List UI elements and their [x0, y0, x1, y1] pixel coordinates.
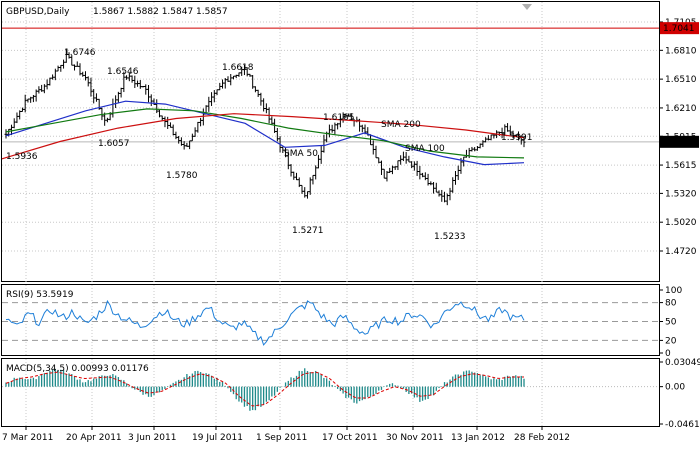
price-annotation: 1.6746 [64, 48, 96, 58]
price-annotation: 1.6057 [98, 139, 130, 149]
sma-line[interactable] [5, 100, 525, 166]
time-axis-label: 17 Oct 2011 [322, 433, 378, 443]
rsi-axis-label: 80 [665, 299, 677, 309]
price-annotation: 1.5991 [501, 133, 533, 143]
price-axis-label: 1.6810 [665, 46, 697, 56]
main-panel-frame [1, 1, 660, 282]
price-annotation: 1.6618 [222, 63, 254, 73]
sma-line[interactable] [5, 108, 525, 159]
ohlc-readout: 1.5867 1.5882 1.5847 1.5857 [93, 7, 228, 17]
sma-line[interactable] [1, 113, 525, 160]
macd-axis-label: 0.00 [665, 383, 685, 393]
price-axis-label: 1.5615 [665, 161, 697, 171]
price-annotation: 1.5936 [6, 152, 38, 162]
rsi-axis-label: 0 [665, 349, 671, 359]
price-axis-label: 1.4720 [665, 247, 697, 257]
resistance-price-label: 1.7041 [663, 24, 695, 34]
rsi-line[interactable] [5, 299, 525, 346]
macd-axis-label: -0.04618 [665, 420, 700, 430]
time-axis-label: 13 Jan 2012 [451, 433, 505, 443]
time-axis-label: 20 Apr 2011 [66, 433, 122, 443]
price-annotation: 1.5780 [166, 171, 198, 181]
price-annotation: 1.5271 [292, 226, 324, 236]
price-annotation: 1.6546 [107, 67, 139, 77]
rsi-label: RSI(9) 53.5919 [6, 290, 74, 300]
time-axis-label: 3 Jun 2011 [128, 433, 176, 443]
symbol-timeframe: GBPUSD,Daily [6, 7, 70, 17]
macd-signal-line[interactable] [5, 371, 524, 407]
price-annotation: 1.6165 [323, 113, 355, 123]
time-axis-label: 7 Mar 2011 [2, 433, 53, 443]
sma-label: SMA 100 [405, 144, 445, 154]
sma-label: SMA 200 [381, 120, 421, 130]
current-price-badge [660, 135, 699, 148]
shift-marker-icon[interactable] [522, 4, 532, 10]
price-annotation: 1.5233 [434, 232, 466, 242]
price-axis-label: 1.5020 [665, 218, 697, 228]
time-axis-label: 19 Jul 2011 [192, 433, 243, 443]
rsi-axis-label: 50 [665, 318, 677, 328]
resistance-price-badge [660, 22, 699, 35]
rsi-axis-label: 20 [665, 336, 677, 346]
time-axis-label: 1 Sep 2011 [256, 433, 307, 443]
rsi-axis-label: 100 [665, 286, 682, 296]
price-axis-label: 1.6510 [665, 75, 697, 85]
macd-label: MACD(5,34,5) 0.00993 0.01176 [6, 364, 149, 374]
price-axis-label: 1.6210 [665, 104, 697, 114]
current-price-label: 1.5857 [663, 138, 695, 148]
time-axis-label: 30 Nov 2011 [386, 433, 444, 443]
macd-axis-label: 0.03049 [665, 358, 700, 368]
sma-label: SMA 50 [284, 149, 318, 159]
time-axis-label: 28 Feb 2012 [514, 433, 570, 443]
rsi-panel-frame [1, 284, 660, 356]
macd-panel-frame [1, 358, 660, 427]
price-axis-label: 1.5320 [665, 189, 697, 199]
